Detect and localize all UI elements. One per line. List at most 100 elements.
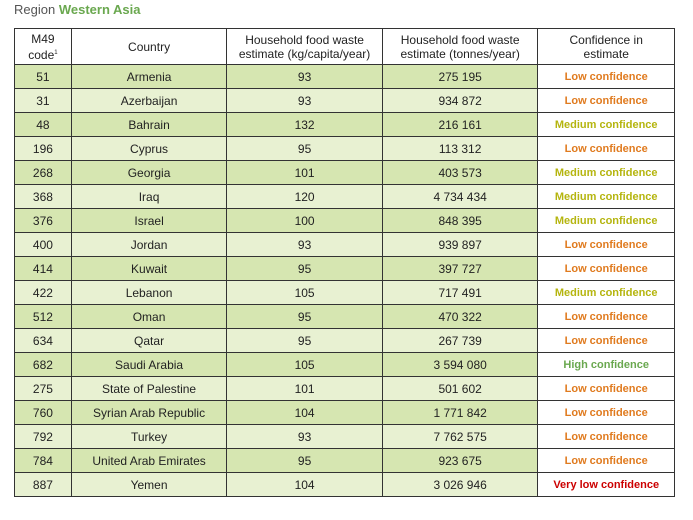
cell-kg: 93 <box>226 424 383 449</box>
cell-code: 422 <box>14 280 72 305</box>
cell-code: 31 <box>14 88 72 113</box>
cell-kg: 93 <box>226 88 383 113</box>
cell-confidence: Low confidence <box>537 88 675 113</box>
cell-country: Kuwait <box>70 256 228 281</box>
header-conf-line2: estimate <box>583 46 629 61</box>
cell-confidence: Low confidence <box>537 64 675 89</box>
header-row: M49 code1 Country Household food waste e… <box>14 28 675 65</box>
cell-code: 275 <box>14 376 72 401</box>
cell-confidence: Low confidence <box>537 328 675 353</box>
header-kg: Household food waste estimate (kg/capita… <box>226 28 383 65</box>
cell-country: Georgia <box>70 160 228 185</box>
cell-kg: 95 <box>226 304 383 329</box>
cell-code: 784 <box>14 448 72 473</box>
cell-kg: 104 <box>226 400 383 425</box>
region-heading: Region Western Asia <box>14 2 140 17</box>
food-waste-table: M49 code1 Country Household food waste e… <box>14 28 675 497</box>
cell-tonnes: 397 727 <box>381 256 539 281</box>
cell-country: Saudi Arabia <box>70 352 228 377</box>
cell-code: 268 <box>14 160 72 185</box>
cell-kg: 95 <box>226 448 383 473</box>
cell-tonnes: 3 594 080 <box>381 352 539 377</box>
cell-confidence: Medium confidence <box>537 184 675 209</box>
cell-confidence: Medium confidence <box>537 280 675 305</box>
cell-confidence: Low confidence <box>537 256 675 281</box>
table-row: 268 Georgia 101 403 573 Medium confidence <box>14 160 675 185</box>
cell-country: Jordan <box>70 232 228 257</box>
table-row: 196 Cyprus 95 113 312 Low confidence <box>14 136 675 161</box>
cell-tonnes: 939 897 <box>381 232 539 257</box>
cell-code: 760 <box>14 400 72 425</box>
table-row: 376 Israel 100 848 395 Medium confidence <box>14 208 675 233</box>
region-name: Western Asia <box>58 2 141 17</box>
cell-kg: 95 <box>226 136 383 161</box>
cell-confidence: Medium confidence <box>537 160 675 185</box>
cell-country: Yemen <box>70 472 228 497</box>
cell-tonnes: 1 771 842 <box>381 400 539 425</box>
header-tonnes: Household food waste estimate (tonnes/ye… <box>381 28 539 65</box>
cell-country: Syrian Arab Republic <box>70 400 228 425</box>
header-kg-line2: estimate (kg/capita/year) <box>238 46 371 61</box>
cell-tonnes: 501 602 <box>381 376 539 401</box>
cell-kg: 101 <box>226 376 383 401</box>
table-row: 792 Turkey 93 7 762 575 Low confidence <box>14 424 675 449</box>
cell-country: Cyprus <box>70 136 228 161</box>
cell-kg: 100 <box>226 208 383 233</box>
table-row: 31 Azerbaijan 93 934 872 Low confidence <box>14 88 675 113</box>
cell-country: Azerbaijan <box>70 88 228 113</box>
cell-country: Oman <box>70 304 228 329</box>
cell-confidence: Low confidence <box>537 232 675 257</box>
table-row: 682 Saudi Arabia 105 3 594 080 High confiden… <box>14 352 675 377</box>
header-m49: M49 code1 <box>14 28 72 65</box>
table-row: 414 Kuwait 95 397 727 Low confidence <box>14 256 675 281</box>
table-row: 760 Syrian Arab Republic 104 1 771 842 Low c… <box>14 400 675 425</box>
cell-country: Iraq <box>70 184 228 209</box>
header-m49-line1: M49 <box>31 31 55 46</box>
cell-confidence: High confidence <box>537 352 675 377</box>
cell-confidence: Very low confidence <box>537 472 675 497</box>
cell-country: Bahrain <box>70 112 228 137</box>
cell-tonnes: 470 322 <box>381 304 539 329</box>
table-row: 48 Bahrain 132 216 161 Medium confidence <box>14 112 675 137</box>
table-row: 275 State of Palestine 101 501 602 Low confi… <box>14 376 675 401</box>
cell-code: 792 <box>14 424 72 449</box>
cell-kg: 104 <box>226 472 383 497</box>
cell-confidence: Low confidence <box>537 136 675 161</box>
cell-country: Lebanon <box>70 280 228 305</box>
cell-tonnes: 267 739 <box>381 328 539 353</box>
header-country-label: Country <box>128 39 171 54</box>
cell-confidence: Low confidence <box>537 448 675 473</box>
cell-country: United Arab Emirates <box>70 448 228 473</box>
table-row: 634 Qatar 95 267 739 Low confidence <box>14 328 675 353</box>
cell-code: 634 <box>14 328 72 353</box>
header-confidence: Confidence in estimate <box>537 28 675 65</box>
header-kg-line1: Household food waste <box>245 32 364 47</box>
header-conf-line1: Confidence in <box>569 32 643 47</box>
table-row: 368 Iraq 120 4 734 434 Medium confidence <box>14 184 675 209</box>
cell-tonnes: 934 872 <box>381 88 539 113</box>
cell-country: Israel <box>70 208 228 233</box>
cell-country: State of Palestine <box>70 376 228 401</box>
cell-country: Turkey <box>70 424 228 449</box>
cell-country: Armenia <box>70 64 228 89</box>
cell-confidence: Medium confidence <box>537 208 675 233</box>
cell-confidence: Low confidence <box>537 304 675 329</box>
cell-kg: 93 <box>226 232 383 257</box>
cell-code: 512 <box>14 304 72 329</box>
table-row: 887 Yemen 104 3 026 946 Very low confidence <box>14 472 675 497</box>
cell-tonnes: 923 675 <box>381 448 539 473</box>
cell-tonnes: 848 395 <box>381 208 539 233</box>
table-row: 512 Oman 95 470 322 Low confidence <box>14 304 675 329</box>
cell-kg: 101 <box>226 160 383 185</box>
table-row: 784 United Arab Emirates 95 923 675 Low conf… <box>14 448 675 473</box>
cell-tonnes: 275 195 <box>381 64 539 89</box>
region-label: Region <box>14 2 56 17</box>
cell-kg: 120 <box>226 184 383 209</box>
cell-kg: 105 <box>226 280 383 305</box>
cell-code: 376 <box>14 208 72 233</box>
cell-code: 368 <box>14 184 72 209</box>
table-row: 422 Lebanon 105 717 491 Medium confidence <box>14 280 675 305</box>
cell-confidence: Low confidence <box>537 424 675 449</box>
cell-country: Qatar <box>70 328 228 353</box>
cell-confidence: Medium confidence <box>537 112 675 137</box>
